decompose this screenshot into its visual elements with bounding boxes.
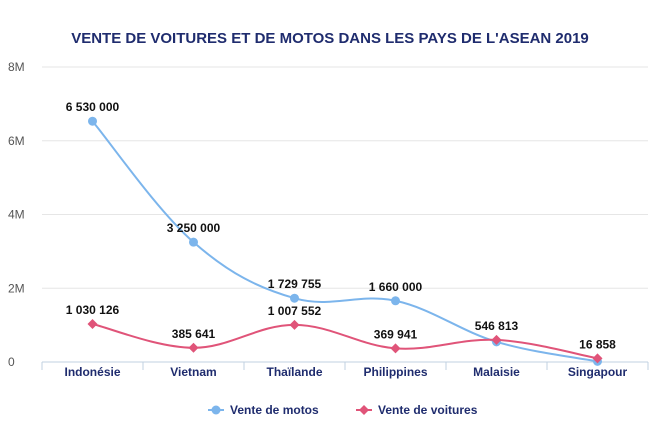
data-label-voitures: 369 941: [374, 327, 418, 341]
x-tick-label: Malaisie: [473, 365, 520, 379]
data-point-motos: [290, 293, 299, 303]
y-tick-label: 6M: [8, 134, 25, 148]
data-point-voitures: [289, 319, 300, 330]
x-tick-label: Indonésie: [64, 365, 120, 379]
y-tick-label: 0: [8, 355, 15, 369]
data-label-motos: 6 530 000: [66, 100, 120, 114]
data-label-motos: 1 729 755: [268, 277, 322, 291]
data-label-motos: 1 660 000: [369, 280, 423, 294]
data-point-motos: [88, 116, 97, 126]
series-line-motos: [91, 120, 598, 363]
legend-marker-motos: [211, 405, 221, 415]
y-tick-label: 2M: [8, 281, 25, 295]
legend-marker-voitures: [359, 405, 369, 415]
data-label-voitures: 385 641: [172, 327, 216, 341]
data-point-motos: [189, 237, 198, 247]
data-label-voitures: 1 030 126: [66, 303, 120, 317]
data-point-voitures: [491, 334, 502, 345]
data-label-motos: 3 250 000: [167, 221, 221, 235]
legend-label-voitures: Vente de voitures: [378, 403, 478, 417]
data-point-voitures: [87, 319, 98, 330]
data-point-voitures: [188, 342, 199, 353]
x-tick-label: Singapour: [568, 365, 628, 379]
data-label-voitures: 1 007 552: [268, 304, 322, 318]
chart-title: VENTE DE VOITURES ET DE MOTOS DANS LES P…: [71, 30, 589, 47]
x-tick-label: Philippines: [363, 365, 427, 379]
data-point-voitures: [390, 343, 401, 354]
y-tick-label: 8M: [8, 60, 25, 74]
y-tick-label: 4M: [8, 208, 25, 222]
series-line-voitures: [92, 323, 598, 360]
data-label-voitures: 546 813: [475, 319, 519, 333]
x-tick-label: Vietnam: [170, 365, 216, 379]
data-point-voitures: [592, 353, 603, 364]
x-tick-label: Thaïlande: [266, 365, 322, 379]
data-label-voitures: 16 858: [579, 337, 616, 351]
legend-label-motos: Vente de motos: [230, 403, 319, 417]
data-point-motos: [391, 296, 400, 306]
